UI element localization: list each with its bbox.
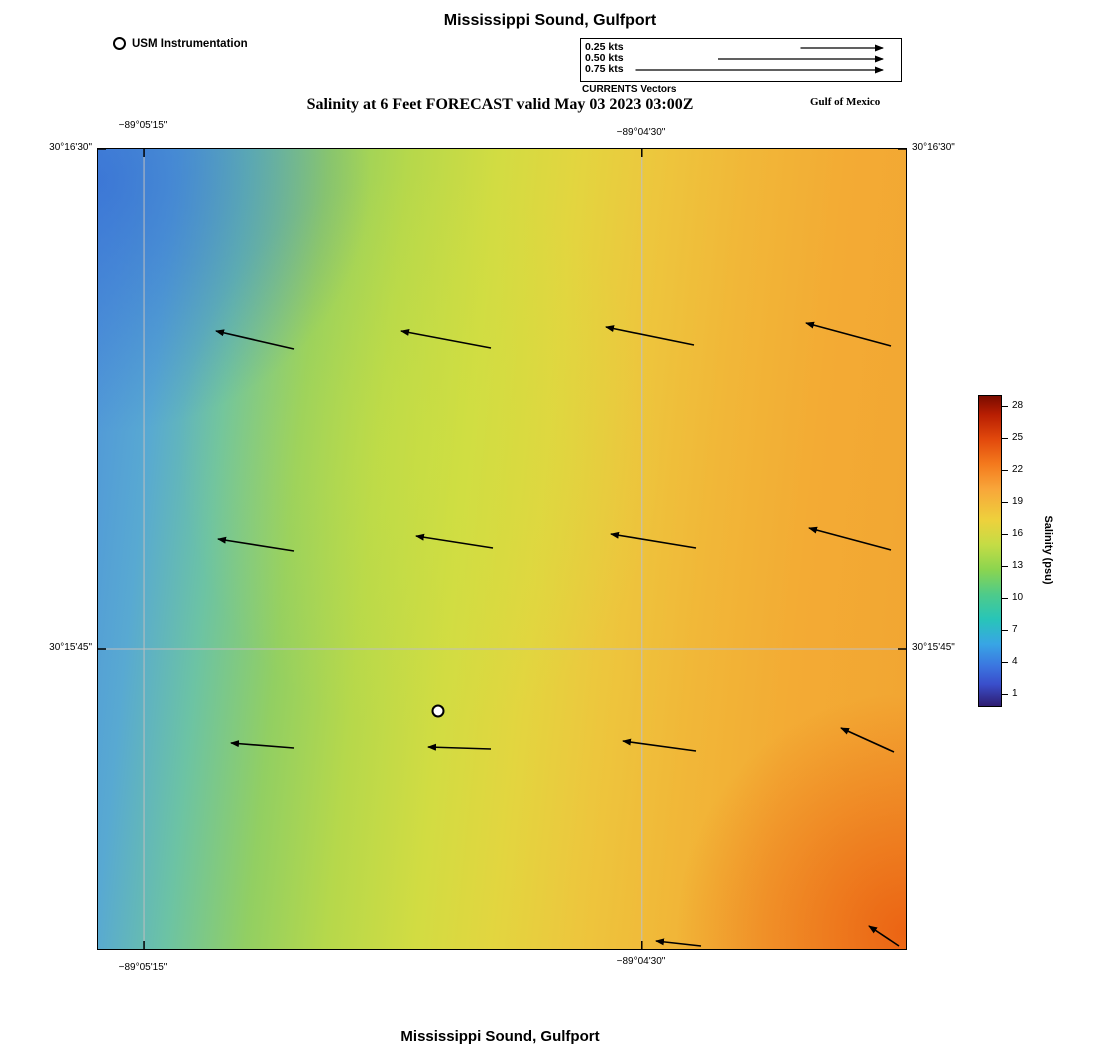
colorbar-tick-mark — [1002, 598, 1008, 600]
x-tick-bottom-west: −89°05'15" — [118, 962, 168, 973]
current-vector-arrow — [230, 740, 295, 749]
usm-station-marker — [431, 704, 445, 718]
current-vector-arrow — [610, 531, 697, 549]
current-vector-arrow — [622, 738, 697, 752]
y-tick-left-north: 30°16'30" — [49, 142, 92, 153]
current-vector-arrow — [868, 925, 900, 947]
colorbar-label: Salinity (psu) — [1042, 515, 1054, 585]
gridlines — [98, 149, 906, 949]
colorbar-tick-mark — [1002, 630, 1008, 632]
x-tick-top-east: −89°04'30" — [616, 127, 666, 138]
colorbar-tick-mark — [1002, 501, 1008, 503]
colorbar-tick-label: 7 — [1012, 624, 1018, 636]
currents-caption: CURRENTS Vectors — [582, 84, 677, 95]
x-tick-top-west: −89°05'15" — [118, 120, 168, 131]
colorbar-tick-label: 28 — [1012, 399, 1024, 411]
scale-label-0-50kts: 0.50 kts — [585, 52, 624, 64]
colorbar-tick-mark — [1002, 405, 1008, 407]
scale-label-0-25kts: 0.25 kts — [585, 41, 624, 53]
current-vectors — [215, 321, 900, 947]
colorbar-tick-label: 13 — [1012, 560, 1024, 572]
colorbar-tick-label: 22 — [1012, 463, 1024, 475]
colorbar-tick-mark — [1002, 437, 1008, 439]
x-tick-bottom-east: −89°04'30" — [616, 956, 666, 967]
colorbar-tick-label: 16 — [1012, 527, 1024, 539]
instrumentation-label: USM Instrumentation — [132, 37, 248, 50]
usm-station-point — [431, 704, 445, 718]
current-vector-arrow — [808, 526, 892, 551]
current-vector-arrow — [655, 938, 702, 947]
colorbar-tick-mark — [1002, 694, 1008, 696]
current-vector-arrow — [427, 743, 492, 751]
y-tick-right-north: 30°16'30" — [912, 142, 955, 153]
current-vector-arrow — [605, 325, 695, 346]
current-vector-arrow — [805, 321, 892, 347]
current-vector-arrow — [415, 533, 494, 549]
forecast-subtitle: Salinity at 6 Feet FORECAST valid May 03… — [306, 96, 694, 113]
instrumentation-legend: USM Instrumentation — [113, 37, 248, 50]
current-vector-arrow — [840, 727, 895, 753]
map-overlay — [98, 149, 906, 949]
current-vector-arrow — [217, 536, 295, 552]
station-circle-icon — [113, 37, 126, 50]
y-tick-right-south: 30°15'45" — [912, 642, 955, 653]
current-scale-arrows — [635, 44, 884, 74]
scale-label-0-75kts: 0.75 kts — [585, 63, 624, 75]
colorbar-gradient — [978, 395, 1002, 707]
current-vector-arrow — [400, 329, 492, 349]
colorbar-tick-mark — [1002, 566, 1008, 568]
colorbar: 28 25 22 19 16 13 10 7 4 1 Salinity (psu) — [978, 395, 1100, 707]
salinity-heatmap — [97, 148, 907, 950]
y-tick-left-south: 30°15'45" — [49, 642, 92, 653]
colorbar-tick-mark — [1002, 533, 1008, 535]
colorbar-tick-label: 1 — [1012, 688, 1018, 700]
colorbar-tick-label: 19 — [1012, 495, 1024, 507]
figure-title-bottom: Mississippi Sound, Gulfport — [400, 1028, 600, 1045]
figure-title-top: Mississippi Sound, Gulfport — [443, 12, 657, 29]
colorbar-tick-mark — [1002, 469, 1008, 471]
currents-vector-legend: 0.25 kts 0.50 kts 0.75 kts — [580, 38, 902, 82]
colorbar-tick-label: 4 — [1012, 656, 1018, 668]
current-vector-arrow — [215, 329, 295, 350]
colorbar-tick-label: 25 — [1012, 431, 1024, 443]
colorbar-tick-label: 10 — [1012, 592, 1024, 604]
gulf-of-mexico-label: Gulf of Mexico — [810, 96, 881, 108]
colorbar-tick-mark — [1002, 662, 1008, 664]
